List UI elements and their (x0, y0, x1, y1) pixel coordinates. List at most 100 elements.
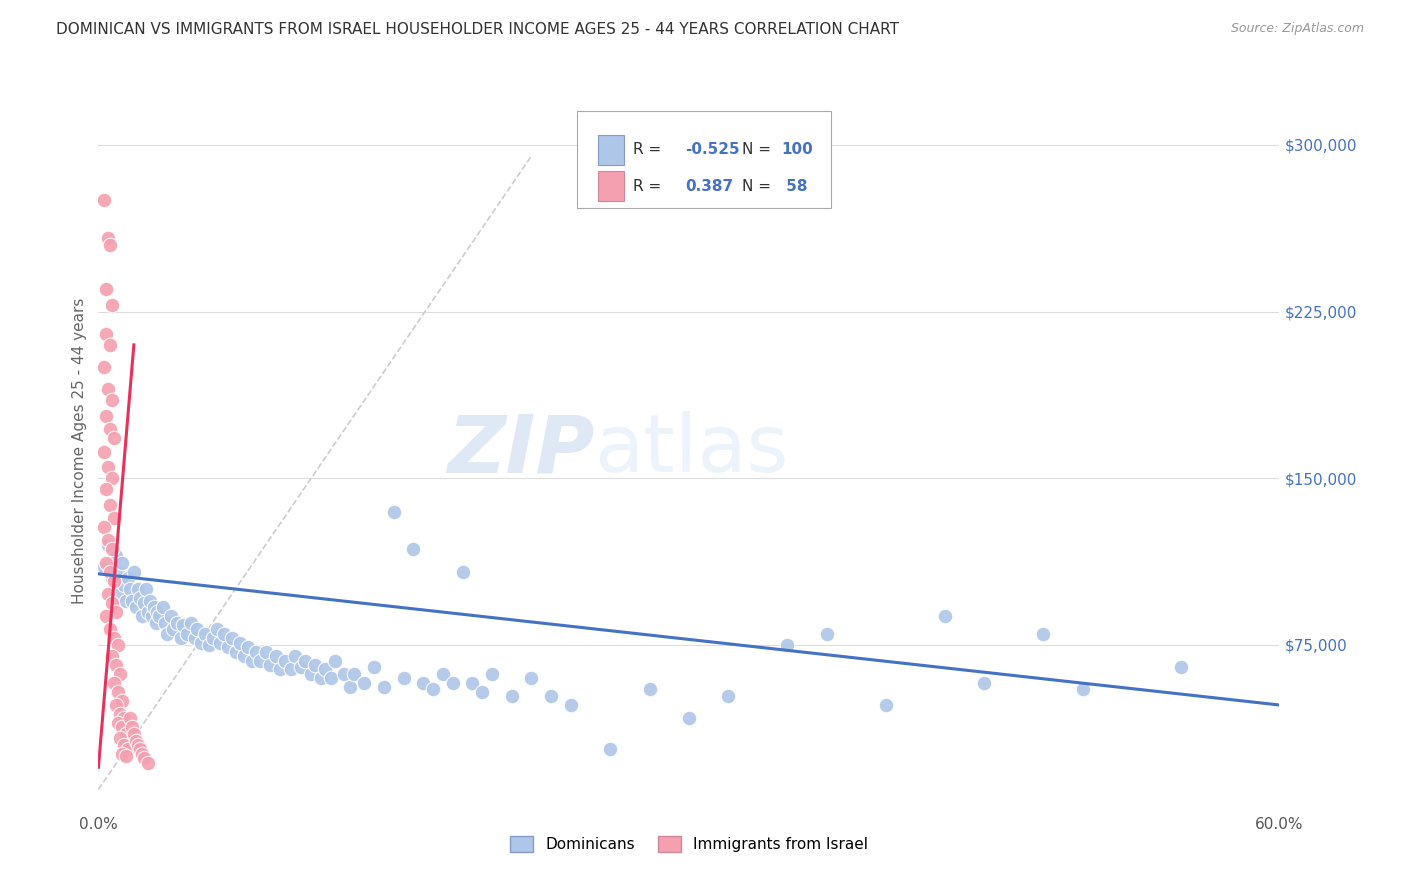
Point (136, 605, 159, 619)
Point (107, 638, 129, 652)
Point (115, 593, 138, 607)
Point (142, 600, 165, 615)
Point (98, 565, 121, 579)
Point (180, 615, 202, 630)
Point (97, 533, 120, 548)
Bar (598, 171, 624, 202)
Text: DOMINICAN VS IMMIGRANTS FROM ISRAEL HOUSEHOLDER INCOME AGES 25 - 44 YEARS CORREL: DOMINICAN VS IMMIGRANTS FROM ISRAEL HOUS… (56, 22, 900, 37)
Point (105, 698, 128, 712)
Point (501, 689, 523, 703)
Point (105, 605, 128, 619)
Point (101, 596, 124, 610)
Point (205, 623, 228, 637)
Point (382, 505, 405, 519)
Point (108, 587, 131, 601)
Point (678, 711, 700, 725)
Point (103, 632, 125, 646)
Point (101, 298, 124, 312)
Point (111, 720, 134, 734)
Point (141, 609, 163, 624)
Point (115, 727, 138, 741)
Point (1071, 682, 1094, 697)
Point (166, 615, 188, 630)
Point (402, 542, 425, 557)
Point (108, 666, 131, 681)
Point (638, 682, 661, 697)
Point (131, 609, 153, 624)
Point (373, 680, 395, 694)
Point (284, 649, 307, 664)
Point (122, 727, 145, 741)
Bar (598, 135, 624, 165)
Point (125, 600, 148, 615)
Point (97, 460, 120, 475)
Text: Source: ZipAtlas.com: Source: ZipAtlas.com (1230, 22, 1364, 36)
Text: 0.387: 0.387 (685, 178, 734, 194)
Point (101, 393, 124, 408)
Point (98, 623, 121, 637)
Point (156, 627, 179, 641)
Point (105, 658, 128, 673)
Point (815, 627, 838, 641)
Point (333, 666, 356, 681)
Point (107, 684, 129, 698)
Point (441, 675, 464, 690)
Point (111, 693, 134, 707)
Point (97, 538, 120, 552)
Point (103, 511, 125, 525)
Point (138, 593, 160, 607)
Point (934, 609, 956, 624)
Point (363, 660, 385, 674)
Point (108, 706, 131, 721)
Point (254, 645, 277, 659)
Point (96, 483, 118, 497)
Point (101, 571, 124, 585)
Point (875, 698, 897, 712)
Point (299, 666, 322, 681)
Point (148, 609, 170, 624)
Point (973, 675, 995, 690)
Point (353, 675, 375, 690)
Y-axis label: Householder Income Ages 25 - 44 years: Householder Income Ages 25 - 44 years (72, 297, 87, 604)
Point (214, 627, 236, 641)
Point (392, 671, 415, 685)
Point (233, 649, 256, 664)
Point (432, 666, 454, 681)
Point (412, 675, 434, 690)
Point (118, 711, 141, 725)
Point (560, 698, 582, 712)
Point (101, 471, 124, 485)
Legend: Dominicans, Immigrants from Israel: Dominicans, Immigrants from Israel (503, 830, 875, 858)
Point (96, 326, 118, 341)
Point (128, 591, 150, 606)
Point (717, 689, 740, 703)
Point (294, 654, 316, 668)
Point (93, 520, 115, 534)
Point (97, 231, 120, 245)
Point (170, 632, 193, 646)
Point (132, 596, 155, 610)
Point (101, 649, 124, 664)
Point (339, 680, 361, 694)
Point (184, 632, 207, 646)
Point (98, 422, 121, 436)
Point (520, 671, 543, 685)
Point (121, 720, 143, 734)
Point (319, 671, 342, 685)
Point (314, 662, 336, 676)
Point (103, 675, 125, 690)
Text: R =: R = (634, 178, 672, 194)
Text: -0.525: -0.525 (685, 142, 740, 157)
Point (97, 587, 120, 601)
Point (194, 627, 217, 641)
Point (122, 565, 145, 579)
Point (274, 654, 297, 668)
Point (93, 444, 115, 458)
Point (245, 645, 267, 659)
Point (217, 640, 239, 655)
Point (127, 738, 149, 752)
Point (127, 582, 149, 597)
Point (97, 382, 120, 396)
Point (160, 609, 183, 624)
Point (117, 571, 139, 585)
